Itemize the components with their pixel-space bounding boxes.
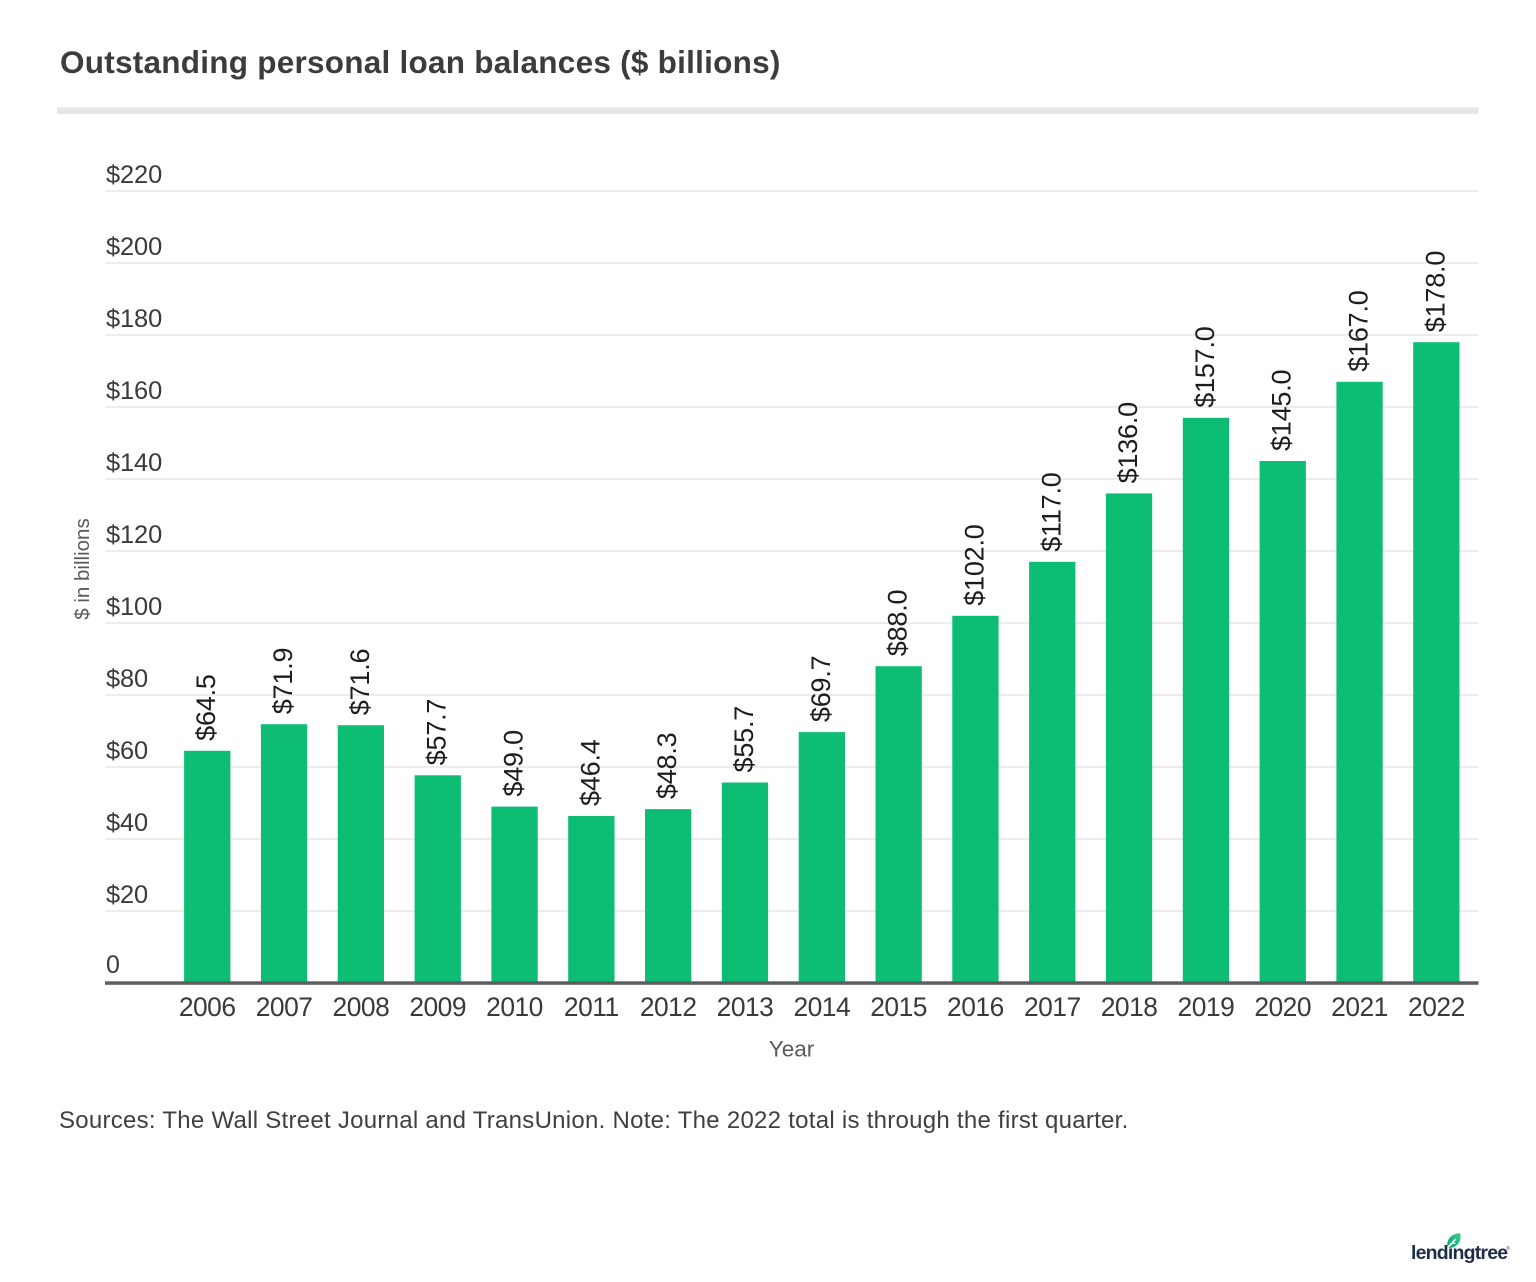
- svg-text:$57.7: $57.7: [422, 699, 452, 766]
- svg-text:$46.4: $46.4: [575, 739, 605, 806]
- svg-text:$145.0: $145.0: [1267, 370, 1297, 451]
- svg-text:$120: $120: [106, 521, 162, 549]
- svg-text:$100: $100: [106, 593, 162, 621]
- svg-text:$69.7: $69.7: [806, 656, 836, 723]
- svg-text:Year: Year: [769, 1036, 815, 1061]
- svg-text:$102.0: $102.0: [959, 524, 989, 605]
- svg-text:2021: 2021: [1331, 992, 1388, 1022]
- svg-text:$140: $140: [106, 449, 162, 477]
- svg-text:$71.9: $71.9: [268, 648, 298, 715]
- svg-text:$178.0: $178.0: [1420, 251, 1450, 332]
- svg-text:$180: $180: [106, 305, 162, 333]
- svg-text:®: ®: [1506, 1245, 1510, 1252]
- svg-text:2013: 2013: [717, 992, 774, 1022]
- svg-text:$200: $200: [106, 233, 162, 261]
- svg-text:2008: 2008: [333, 992, 390, 1022]
- svg-text:2009: 2009: [409, 992, 466, 1022]
- svg-text:2007: 2007: [256, 992, 313, 1022]
- svg-text:$40: $40: [106, 809, 148, 837]
- svg-text:0: 0: [106, 951, 120, 979]
- svg-text:2019: 2019: [1178, 992, 1235, 1022]
- svg-text:$117.0: $117.0: [1036, 472, 1066, 551]
- svg-text:2022: 2022: [1408, 992, 1465, 1022]
- svg-text:2014: 2014: [793, 992, 850, 1022]
- svg-text:Sources: The Wall Street Journ: Sources: The Wall Street Journal and Tra…: [59, 1107, 1129, 1134]
- svg-text:2011: 2011: [564, 992, 619, 1022]
- svg-text:$20: $20: [106, 881, 148, 909]
- svg-text:$160: $160: [106, 377, 162, 405]
- svg-text:2018: 2018: [1101, 992, 1158, 1022]
- svg-text:$88.0: $88.0: [883, 590, 913, 657]
- svg-text:lendıngtree: lendıngtree: [1411, 1242, 1508, 1264]
- svg-text:$49.0: $49.0: [499, 730, 529, 797]
- svg-text:$80: $80: [106, 665, 148, 693]
- svg-text:$60: $60: [106, 737, 148, 765]
- svg-text:2012: 2012: [640, 992, 697, 1022]
- svg-text:$64.5: $64.5: [191, 674, 221, 741]
- svg-text:$55.7: $55.7: [729, 706, 759, 773]
- svg-text:Outstanding personal loan bala: Outstanding personal loan balances ($ bi…: [60, 44, 781, 80]
- svg-text:$136.0: $136.0: [1113, 402, 1143, 483]
- svg-text:2010: 2010: [486, 992, 543, 1022]
- svg-text:2017: 2017: [1024, 992, 1081, 1022]
- svg-text:2015: 2015: [870, 992, 927, 1022]
- svg-text:$ in billions: $ in billions: [71, 518, 94, 619]
- svg-text:2016: 2016: [947, 992, 1004, 1022]
- svg-text:2020: 2020: [1254, 992, 1311, 1022]
- svg-text:$71.6: $71.6: [345, 649, 375, 716]
- svg-text:$220: $220: [106, 161, 162, 189]
- svg-text:2006: 2006: [179, 992, 236, 1022]
- svg-text:$48.3: $48.3: [652, 733, 682, 800]
- svg-text:$157.0: $157.0: [1190, 326, 1220, 407]
- svg-text:$167.0: $167.0: [1344, 290, 1374, 371]
